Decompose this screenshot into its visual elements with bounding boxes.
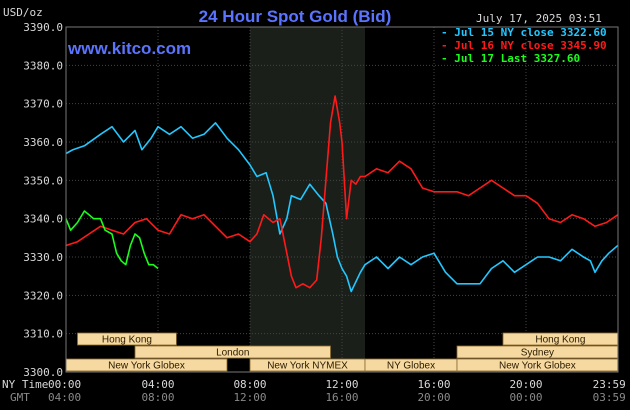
y-tick-label: 3320.0 [23,289,63,302]
plot-frame [65,26,619,373]
y-tick-label: 3310.0 [23,328,63,341]
y-axis-ticks: 3390.0 3380.0 3370.0 3360.0 3350.0 3340.0 3330… [23,21,63,379]
legend-entry: - Jul 17 Last 3327.60 [441,52,580,65]
legend-entry: - Jul 16 NY close 3345.90 [441,39,607,52]
x-tick-label-ny: 04:00 [141,378,174,391]
series-line-1 [65,122,619,293]
website-link[interactable]: www.kitco.com [67,39,191,58]
x-tick-label-ny: 23:59 [593,378,626,391]
x-tick-label-ny: 00:00 [48,378,81,391]
series-line-3 [65,210,159,270]
x-tick-label-ny: 20:00 [509,378,542,391]
x-tick-label-gmt: 20:00 [417,391,450,404]
session-label: London [216,348,249,359]
x-row-label-ny: NY Time [2,378,48,391]
session-label: NY Globex [387,361,435,372]
session-bar [134,345,331,359]
series-lines [65,95,619,293]
session-label: New York Globex [108,361,185,372]
y-tick-label: 3330.0 [23,251,63,264]
session-label: Hong Kong [535,335,585,346]
x-row-label-gmt: GMT [10,391,30,404]
y-tick-label: 3340.0 [23,213,63,226]
y-tick-label: 3300.0 [23,366,63,379]
session-label: Sydney [521,348,554,359]
nymex-session-band [250,27,365,372]
x-tick-label-ny: 12:00 [325,378,358,391]
x-tick-label-gmt: 00:00 [509,391,542,404]
unit-label: USD/oz [3,6,43,19]
y-tick-label: 3350.0 [23,174,63,187]
x-tick-label-ny: 16:00 [417,378,450,391]
y-tick-label: 3370.0 [23,98,63,111]
x-tick-label-ny: 08:00 [233,378,266,391]
x-axis-ticks: 00:0004:0004:0008:0008:0012:0012:0016:00… [48,378,626,404]
x-tick-label-gmt: 16:00 [325,391,358,404]
session-bars: Hong Kong Hong Kong London Sydney New York G… [65,332,619,372]
x-tick-label-gmt: 12:00 [233,391,266,404]
series-line-2 [65,95,619,289]
y-tick-label: 3380.0 [23,59,63,72]
legend-entry: - Jul 15 NY close 3322.60 [441,26,607,39]
y-tick-label: 3360.0 [23,136,63,149]
x-tick-label-gmt: 08:00 [141,391,174,404]
timestamp: July 17, 2025 03:51 [476,12,602,25]
x-tick-label-gmt: 04:00 [48,391,81,404]
y-tick-label: 3390.0 [23,21,63,34]
session-label: New York NYMEX [267,361,348,372]
chart-title: 24 Hour Spot Gold (Bid) [199,7,392,26]
session-label: New York Globex [499,361,576,372]
legend: - Jul 15 NY close 3322.60- Jul 16 NY clo… [441,26,607,65]
session-bar [77,332,177,346]
x-tick-label-gmt: 03:59 [593,391,626,404]
session-label: Hong Kong [102,335,152,346]
